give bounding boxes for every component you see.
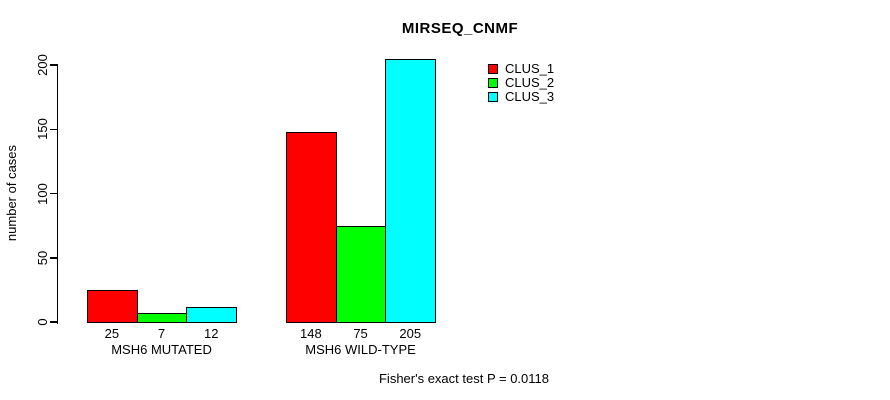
y-axis-tick (50, 321, 58, 323)
y-axis-tick-label: 0 (35, 318, 50, 326)
y-axis-label: number of cases (4, 144, 19, 242)
category-label-1: MSH6 MUTATED (111, 342, 212, 357)
chart-title: MIRSEQ_CNMF (401, 20, 519, 37)
legend-swatch-clus_1 (488, 63, 498, 74)
legend-label-clus_3: CLUS_3 (505, 89, 555, 104)
bar-clus_2-group2 (335, 225, 387, 323)
bar-clus_1-group2 (286, 131, 337, 323)
y-axis-line (56, 65, 58, 324)
y-axis-tick (50, 192, 58, 195)
bar-value-label: 75 (353, 326, 368, 341)
y-axis-tick (50, 64, 58, 66)
legend-label-clus_2: CLUS_2 (505, 75, 555, 90)
y-axis-tick-label: 150 (35, 118, 50, 141)
y-axis-tick-label: 100 (35, 182, 50, 205)
bar-clus_1-group1 (87, 289, 138, 323)
bar-value-label: 7 (157, 326, 166, 341)
y-axis-tick-label: 200 (35, 54, 50, 76)
y-axis-tick (50, 257, 58, 259)
bar-value-label: 25 (104, 326, 120, 341)
y-axis-tick (50, 128, 58, 130)
y-axis-tick-label: 50 (35, 250, 50, 265)
bar-clus_3-group2 (385, 58, 437, 323)
bar-value-label: 148 (299, 326, 322, 341)
fisher-test-annotation: Fisher's exact test P = 0.0118 (378, 371, 550, 386)
legend-label-clus_1: CLUS_1 (505, 61, 555, 76)
bar-clus_3-group1 (186, 306, 238, 323)
bar-value-label: 12 (204, 326, 219, 341)
legend-swatch-clus_3 (488, 91, 498, 102)
category-label-2: MSH6 WILD-TYPE (305, 342, 416, 357)
bar-clus_2-group1 (136, 313, 188, 323)
legend-swatch-clus_2 (488, 77, 498, 88)
bar-value-label: 205 (399, 326, 422, 341)
